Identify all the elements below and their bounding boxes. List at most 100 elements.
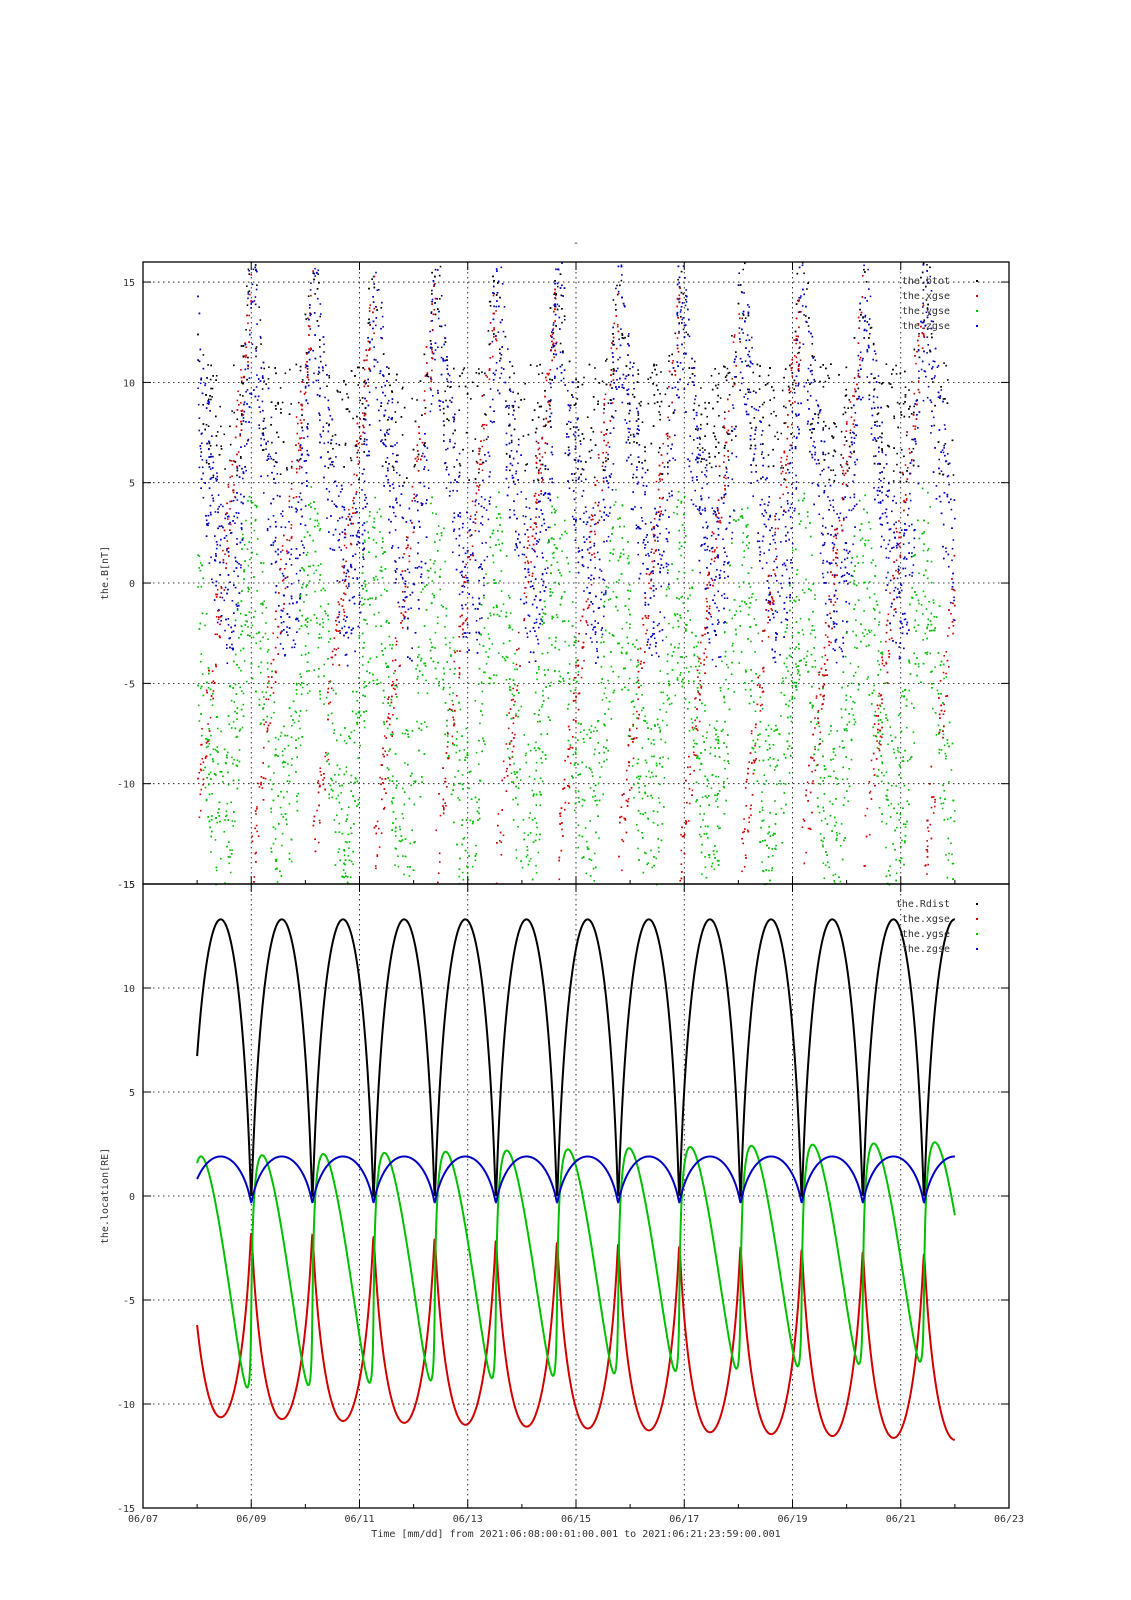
scatter-point (338, 621, 340, 623)
scatter-point (821, 740, 824, 743)
scatter-point (668, 583, 670, 586)
scatter-point (912, 731, 915, 734)
scatter-point (321, 618, 324, 620)
scatter-point (761, 451, 763, 453)
scatter-point (869, 833, 871, 836)
scatter-point (500, 266, 503, 269)
scatter-point (593, 626, 595, 629)
scatter-point (394, 864, 396, 866)
scatter-point (644, 792, 647, 795)
scatter-point (636, 676, 639, 679)
scatter-point (552, 324, 555, 326)
scatter-point (636, 407, 638, 410)
scatter-point (786, 455, 788, 458)
scatter-point (324, 589, 326, 592)
scatter-point (629, 434, 632, 436)
scatter-point (641, 476, 643, 479)
scatter-point (951, 588, 953, 590)
scatter-point (413, 780, 415, 783)
scatter-point (824, 654, 827, 657)
scatter-point (523, 734, 525, 736)
scatter-point (241, 690, 243, 692)
scatter-point (373, 283, 375, 285)
scatter-point (830, 641, 832, 644)
scatter-point (859, 356, 862, 359)
scatter-point (554, 377, 556, 379)
scatter-point (801, 629, 804, 631)
scatter-point (637, 664, 640, 666)
scatter-point (258, 427, 261, 430)
scatter-point (700, 423, 702, 426)
scatter-point (834, 450, 837, 453)
scatter-point (378, 846, 381, 848)
scatter-point (848, 467, 850, 469)
scatter-point (495, 674, 498, 677)
scatter-point (209, 468, 212, 470)
scatter-point (704, 536, 707, 539)
scatter-point (850, 758, 853, 761)
scatter-point (811, 373, 813, 376)
scatter-point (268, 765, 270, 767)
scatter-point (740, 382, 743, 385)
scatter-point (259, 411, 262, 413)
scatter-point (801, 826, 804, 828)
scatter-point (877, 660, 879, 662)
scatter-point (279, 806, 282, 809)
scatter-point (612, 463, 615, 465)
scatter-point (299, 446, 301, 449)
scatter-point (952, 588, 955, 591)
scatter-point (647, 553, 649, 555)
scatter-point (483, 584, 485, 587)
scatter-point (334, 774, 336, 776)
scatter-point (394, 684, 396, 687)
scatter-point (912, 447, 915, 450)
scatter-point (716, 387, 719, 389)
scatter-point (723, 454, 726, 457)
scatter-point (732, 385, 734, 388)
scatter-point (700, 460, 702, 463)
scatter-point (528, 615, 531, 617)
scatter-point (715, 775, 717, 778)
scatter-point (876, 420, 878, 423)
scatter-point (601, 699, 604, 701)
scatter-point (507, 348, 509, 350)
scatter-point (425, 726, 428, 728)
scatter-point (780, 541, 782, 543)
scatter-point (238, 749, 241, 751)
scatter-point (272, 544, 274, 546)
scatter-point (475, 844, 477, 847)
scatter-point (434, 283, 436, 285)
scatter-point (542, 690, 544, 692)
scatter-point (401, 388, 404, 390)
scatter-point (589, 525, 592, 527)
scatter-point (587, 566, 589, 569)
scatter-point (862, 275, 864, 277)
scatter-point (818, 687, 821, 690)
scatter-point (666, 724, 668, 727)
scatter-point (391, 802, 394, 805)
scatter-point (608, 446, 611, 448)
scatter-point (839, 464, 842, 466)
scatter-point (644, 471, 647, 474)
scatter-point (296, 509, 298, 511)
scatter-point (850, 416, 853, 418)
scatter-point (219, 771, 221, 773)
scatter-point (701, 873, 703, 875)
scatter-point (297, 737, 300, 740)
scatter-point (500, 854, 503, 856)
scatter-point (386, 727, 389, 730)
scatter-point (883, 539, 885, 541)
scatter-point (815, 764, 818, 767)
scatter-point (786, 559, 788, 561)
scatter-point (224, 882, 226, 884)
scatter-point (499, 360, 501, 362)
scatter-point (951, 547, 954, 550)
scatter-point (510, 450, 513, 452)
scatter-point (266, 727, 269, 729)
scatter-point (440, 534, 443, 537)
scatter-point (585, 620, 587, 622)
scatter-point (200, 769, 203, 772)
scatter-point (379, 429, 382, 431)
scatter-point (198, 720, 201, 722)
scatter-point (457, 514, 459, 516)
